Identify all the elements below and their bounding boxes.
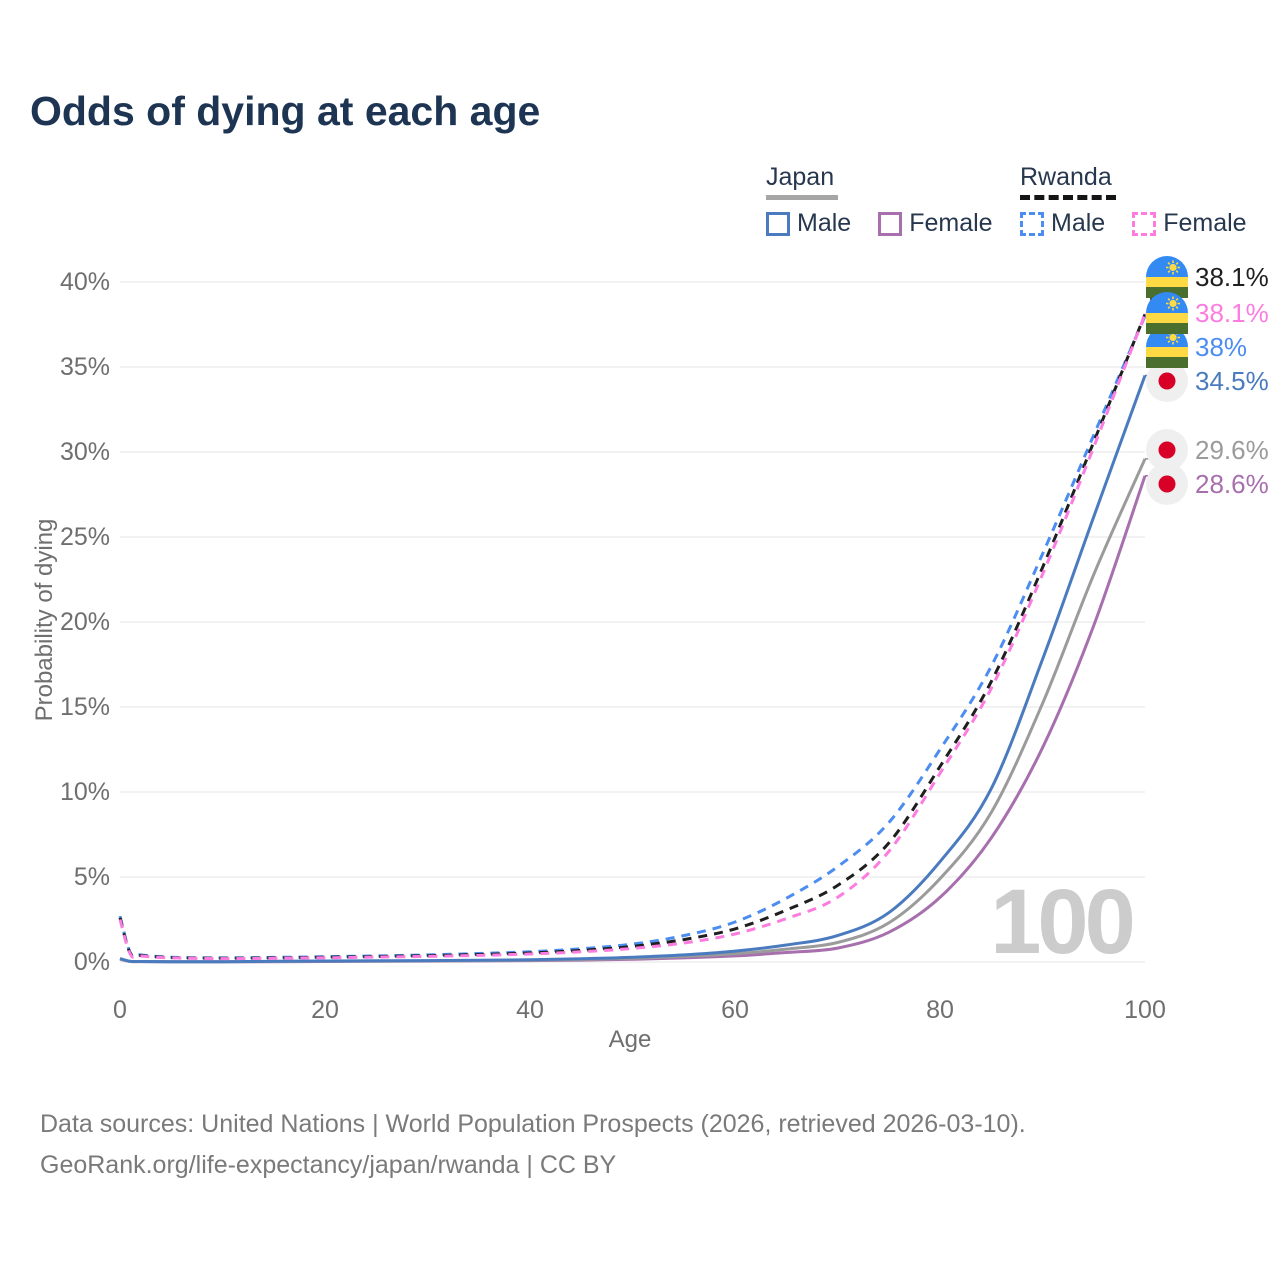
legend-group-rwanda: Rwanda Male Female	[1020, 163, 1267, 238]
legend-chip-japan-male[interactable]	[766, 211, 790, 236]
end-label-value-rwanda-male: 38%	[1195, 331, 1248, 362]
y-tick-label: 25%	[60, 523, 110, 551]
x-tick-label: 80	[926, 996, 954, 1024]
end-label-value-rwanda-both: 38.1%	[1195, 261, 1269, 292]
series-line-rwanda-male	[118, 315, 1147, 960]
end-label-value-rwanda-female: 38.1%	[1195, 297, 1269, 328]
y-tick-label: 40%	[60, 268, 110, 296]
page-title: Odds of dying at each age	[30, 88, 541, 134]
end-label-japan-male: 34.5%	[1146, 359, 1269, 403]
end-label-rwanda-female: 38.1%	[1146, 291, 1269, 335]
x-axis-title: Age	[608, 1026, 652, 1053]
japan-flag-icon	[1146, 360, 1188, 402]
hover-age-watermark: 100	[990, 871, 1132, 973]
legend-chip-rwanda-male[interactable]	[1020, 211, 1044, 236]
series-line-japan-male	[119, 374, 1147, 964]
y-tick-label: 10%	[60, 778, 110, 806]
x-tick-label: 0	[113, 996, 127, 1024]
y-tick-label: 30%	[60, 438, 110, 466]
legend-chip-japan-female[interactable]	[878, 211, 903, 236]
legend-group-japan: Japan Male Female	[766, 163, 1013, 238]
legend-country-japan[interactable]: Japan	[766, 163, 839, 200]
footer-data-sources: Data sources: United Nations | World Pop…	[40, 1110, 1026, 1138]
end-label-rwanda-male: 38%	[1146, 325, 1247, 369]
footer-attribution: GeoRank.org/life-expectancy/japan/rwanda…	[40, 1151, 617, 1179]
legend-chip-rwanda-female[interactable]	[1132, 211, 1157, 236]
series-line-rwanda-female	[118, 313, 1147, 961]
end-label-value-japan-female: 28.6%	[1195, 468, 1269, 499]
japan-flag-icon	[1146, 429, 1188, 471]
legend-country-rwanda[interactable]: Rwanda	[1020, 163, 1116, 200]
footer: Data sources: United Nations | World Pop…	[40, 1104, 1026, 1186]
y-tick-label: 35%	[60, 353, 110, 381]
end-label-value-japan-male: 34.5%	[1195, 365, 1269, 396]
legend-label-japan-male[interactable]: Male	[797, 209, 852, 237]
x-tick-label: 40	[516, 996, 544, 1024]
end-label-japan-female: 28.6%	[1146, 462, 1269, 506]
x-tick-label: 100	[1124, 996, 1166, 1024]
japan-flag-icon	[1146, 463, 1188, 505]
y-tick-label: 20%	[60, 608, 110, 636]
end-label-japan-both: 29.6%	[1146, 428, 1269, 472]
x-tick-label: 20	[311, 996, 339, 1024]
legend-label-japan-female[interactable]: Female	[909, 209, 993, 237]
y-tick-label: 0%	[74, 948, 110, 976]
x-tick-label: 60	[721, 996, 749, 1024]
rwanda-flag-icon	[1146, 326, 1188, 368]
y-tick-label: 5%	[74, 863, 110, 891]
legend-label-rwanda-male[interactable]: Male	[1051, 209, 1106, 237]
end-label-value-japan-both: 29.6%	[1195, 434, 1269, 465]
legend-label-rwanda-female[interactable]: Female	[1163, 209, 1247, 237]
rwanda-flag-icon	[1146, 292, 1188, 334]
series-line-rwanda-both	[118, 313, 1147, 960]
y-tick-label: 15%	[60, 693, 110, 721]
